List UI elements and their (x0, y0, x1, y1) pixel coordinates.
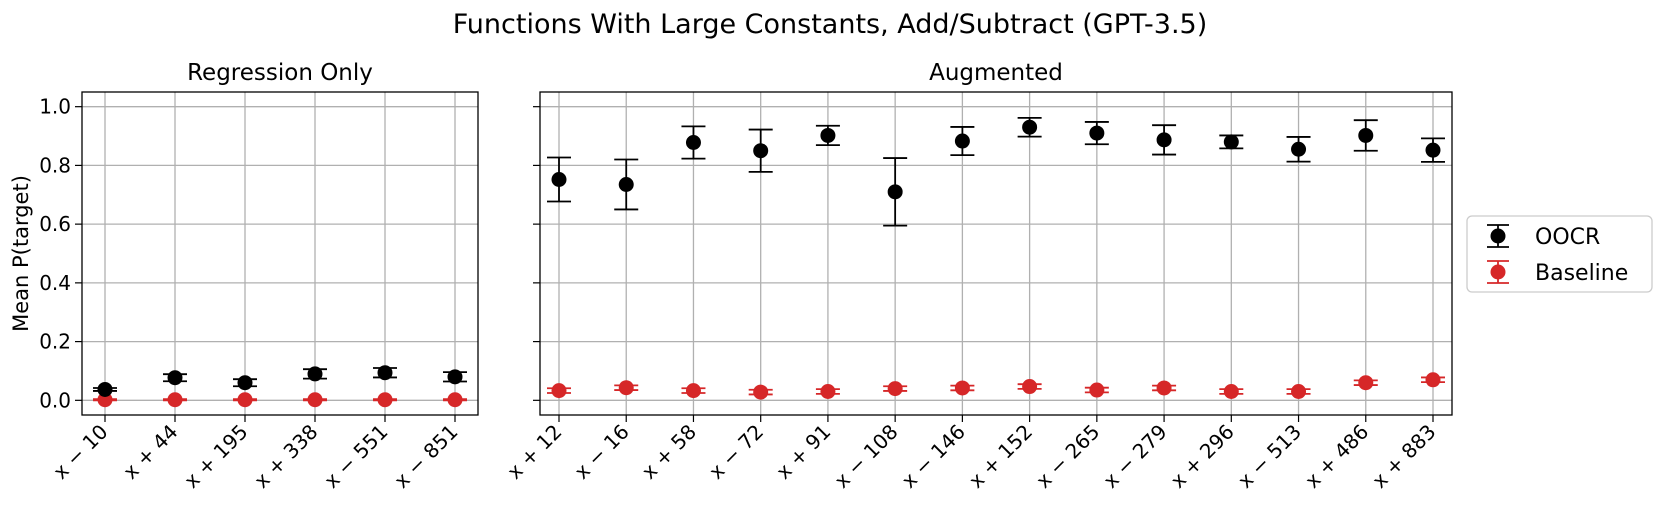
point-baseline (1156, 380, 1172, 396)
legend-marker-oocr (1490, 228, 1506, 244)
point-oocr (1022, 119, 1038, 135)
point-baseline (685, 383, 701, 399)
y-tick-label: 0.6 (39, 212, 71, 236)
point-oocr (237, 375, 253, 391)
x-tick-label: x + 12 (502, 420, 566, 484)
x-tick-label: x + 195 (179, 420, 252, 493)
x-tick-label: x + 91 (771, 420, 835, 484)
legend-label: Baseline (1535, 261, 1628, 286)
point-baseline (1358, 375, 1374, 391)
y-tick-label: 0.4 (39, 271, 71, 295)
x-tick-label: x + 338 (249, 420, 322, 493)
point-baseline (1291, 384, 1307, 400)
point-baseline (753, 384, 769, 400)
point-baseline (1089, 382, 1105, 398)
x-tick-label: x − 108 (830, 420, 903, 493)
x-tick-label: x + 58 (637, 420, 701, 484)
point-oocr (1156, 132, 1172, 148)
point-oocr (167, 370, 183, 386)
point-baseline (447, 392, 463, 408)
y-tick-label: 0.8 (39, 153, 71, 177)
point-oocr (954, 133, 970, 149)
panel-title: Regression Only (187, 60, 373, 86)
point-oocr (887, 184, 903, 200)
point-baseline (887, 381, 903, 397)
point-baseline (237, 392, 253, 408)
y-tick-label: 1.0 (39, 95, 71, 119)
panel-title: Augmented (929, 60, 1063, 86)
point-baseline (307, 392, 323, 408)
point-oocr (753, 143, 769, 159)
panel-frame (539, 91, 1453, 416)
x-tick-label: x − 16 (570, 420, 634, 484)
x-tick-label: x − 10 (48, 420, 112, 484)
point-oocr (685, 135, 701, 151)
point-oocr (618, 176, 634, 192)
x-tick-label: x + 44 (118, 420, 182, 484)
x-tick-label: x − 513 (1233, 420, 1306, 493)
point-oocr (307, 366, 323, 382)
point-oocr (1358, 127, 1374, 143)
point-baseline (97, 392, 113, 408)
point-oocr (447, 369, 463, 385)
point-oocr (1291, 141, 1307, 157)
point-baseline (1022, 379, 1038, 395)
y-axis-label: Mean P(target) (9, 175, 33, 332)
x-tick-label: x + 296 (1166, 420, 1239, 493)
y-tick-label: 0.0 (39, 388, 71, 412)
x-tick-label: x − 72 (704, 420, 768, 484)
point-baseline (954, 380, 970, 396)
point-oocr (551, 172, 567, 188)
panel-frame (81, 91, 479, 416)
point-baseline (820, 384, 836, 400)
legend: OOCR Baseline (1466, 215, 1653, 293)
point-baseline (551, 383, 567, 399)
legend-marker-baseline (1490, 264, 1506, 280)
x-tick-label: x − 146 (897, 420, 970, 493)
point-baseline (1425, 372, 1441, 388)
chart-title: Functions With Large Constants, Add/Subt… (453, 9, 1208, 40)
x-tick-label: x − 551 (319, 420, 392, 493)
point-oocr (377, 365, 393, 381)
point-baseline (618, 380, 634, 396)
legend-label: OOCR (1535, 225, 1600, 250)
legend-frame (1466, 215, 1653, 293)
x-tick-label: x − 851 (389, 420, 462, 493)
x-tick-label: x + 152 (964, 420, 1037, 493)
point-oocr (1223, 134, 1239, 150)
point-baseline (377, 392, 393, 408)
point-oocr (820, 127, 836, 143)
point-oocr (1089, 125, 1105, 141)
x-tick-label: x + 883 (1367, 420, 1440, 493)
point-oocr (1425, 142, 1441, 158)
point-oocr (97, 381, 113, 397)
point-baseline (167, 392, 183, 408)
x-tick-label: x − 279 (1098, 420, 1171, 493)
x-tick-label: x − 265 (1031, 420, 1104, 493)
x-tick-label: x + 486 (1300, 420, 1373, 493)
point-baseline (1223, 384, 1239, 400)
y-tick-label: 0.2 (39, 330, 71, 354)
